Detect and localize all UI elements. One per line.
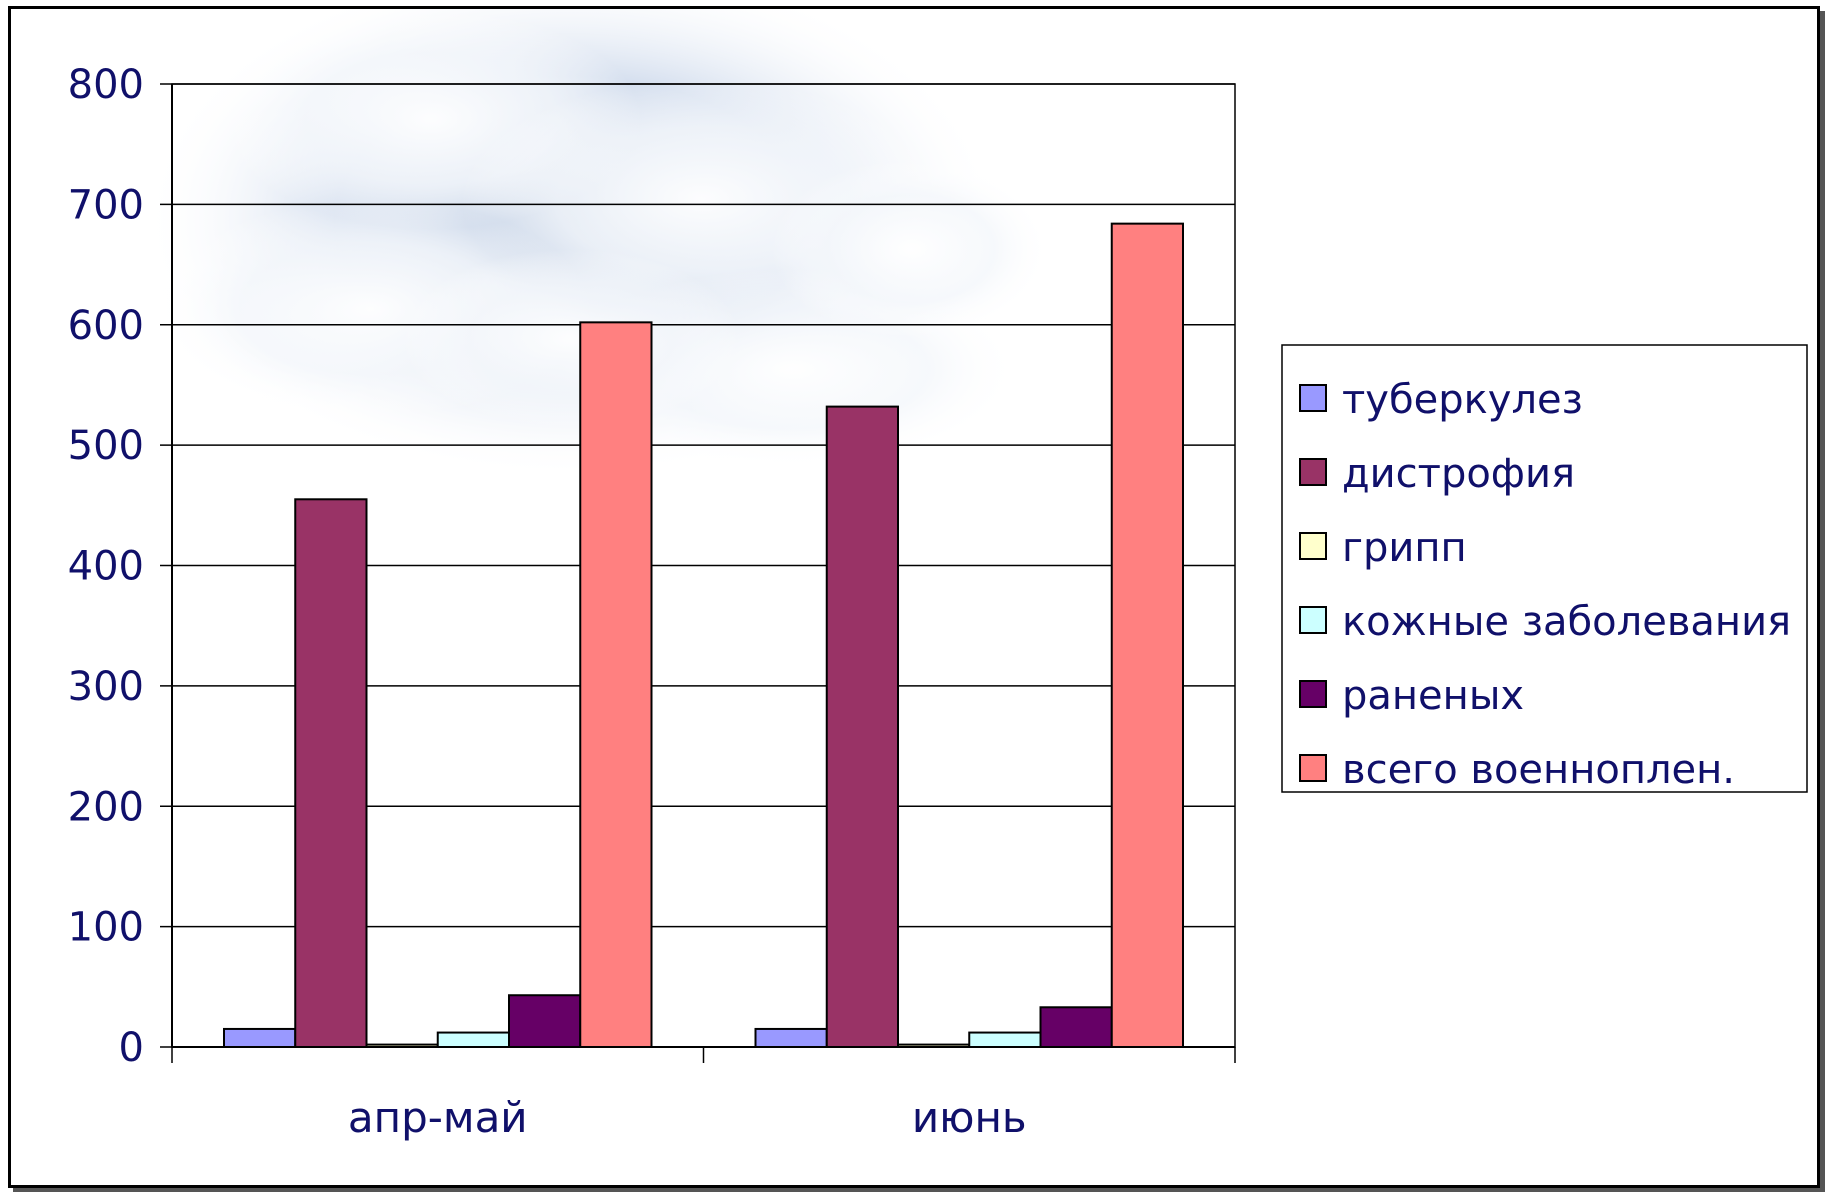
cloud-background-image	[141, 9, 1051, 479]
bar	[754, 1027, 828, 1048]
y-tick-label: 400	[68, 544, 144, 590]
legend-label: туберкулез	[1342, 377, 1583, 423]
legend-label: раненых	[1342, 673, 1524, 719]
bar	[294, 498, 368, 1048]
legend-swatch	[1299, 680, 1327, 708]
legend-swatch	[1299, 384, 1327, 412]
legend-swatch	[1299, 532, 1327, 560]
legend-box	[1281, 344, 1808, 793]
bar	[825, 405, 899, 1049]
y-tick-label: 100	[68, 905, 144, 951]
bar	[508, 994, 582, 1049]
legend-label: кожные заболевания	[1342, 599, 1791, 645]
legend-label: дистрофия	[1342, 451, 1575, 497]
legend-swatch	[1299, 754, 1327, 782]
legend-label: всего военноплен.	[1342, 747, 1735, 793]
bar	[968, 1031, 1042, 1048]
bar	[1110, 222, 1184, 1048]
y-tick-label: 700	[68, 182, 144, 228]
legend: туберкулез дистрофия грипп кожные заболеван…	[1281, 344, 1808, 793]
y-tick-label: 0	[119, 1025, 144, 1071]
axes	[160, 83, 1236, 1063]
chart-frame: 0 100 200 300 400 500 600 700 800 апр-май июнь ту…	[8, 6, 1820, 1188]
bar	[1039, 1006, 1113, 1048]
bar	[223, 1027, 297, 1048]
bars	[223, 222, 1184, 1049]
legend-swatch	[1299, 606, 1327, 634]
x-axis-category-labels: апр-май июнь	[348, 1093, 1027, 1142]
y-tick-label: 800	[68, 62, 144, 108]
bar	[436, 1031, 510, 1048]
x-category-label: апр-май	[348, 1093, 528, 1142]
bar	[579, 321, 653, 1048]
y-tick-label: 300	[68, 664, 144, 710]
bar-chart: 0 100 200 300 400 500 600 700 800 апр-май июнь ту…	[68, 9, 1808, 1142]
y-tick-label: 600	[68, 303, 144, 349]
y-axis-tick-labels: 0 100 200 300 400 500 600 700 800	[68, 62, 144, 1071]
legend-label: грипп	[1342, 525, 1467, 571]
y-tick-label: 200	[68, 784, 144, 830]
y-tick-label: 500	[68, 423, 144, 469]
x-category-label: июнь	[912, 1093, 1027, 1142]
legend-swatch	[1299, 458, 1327, 486]
